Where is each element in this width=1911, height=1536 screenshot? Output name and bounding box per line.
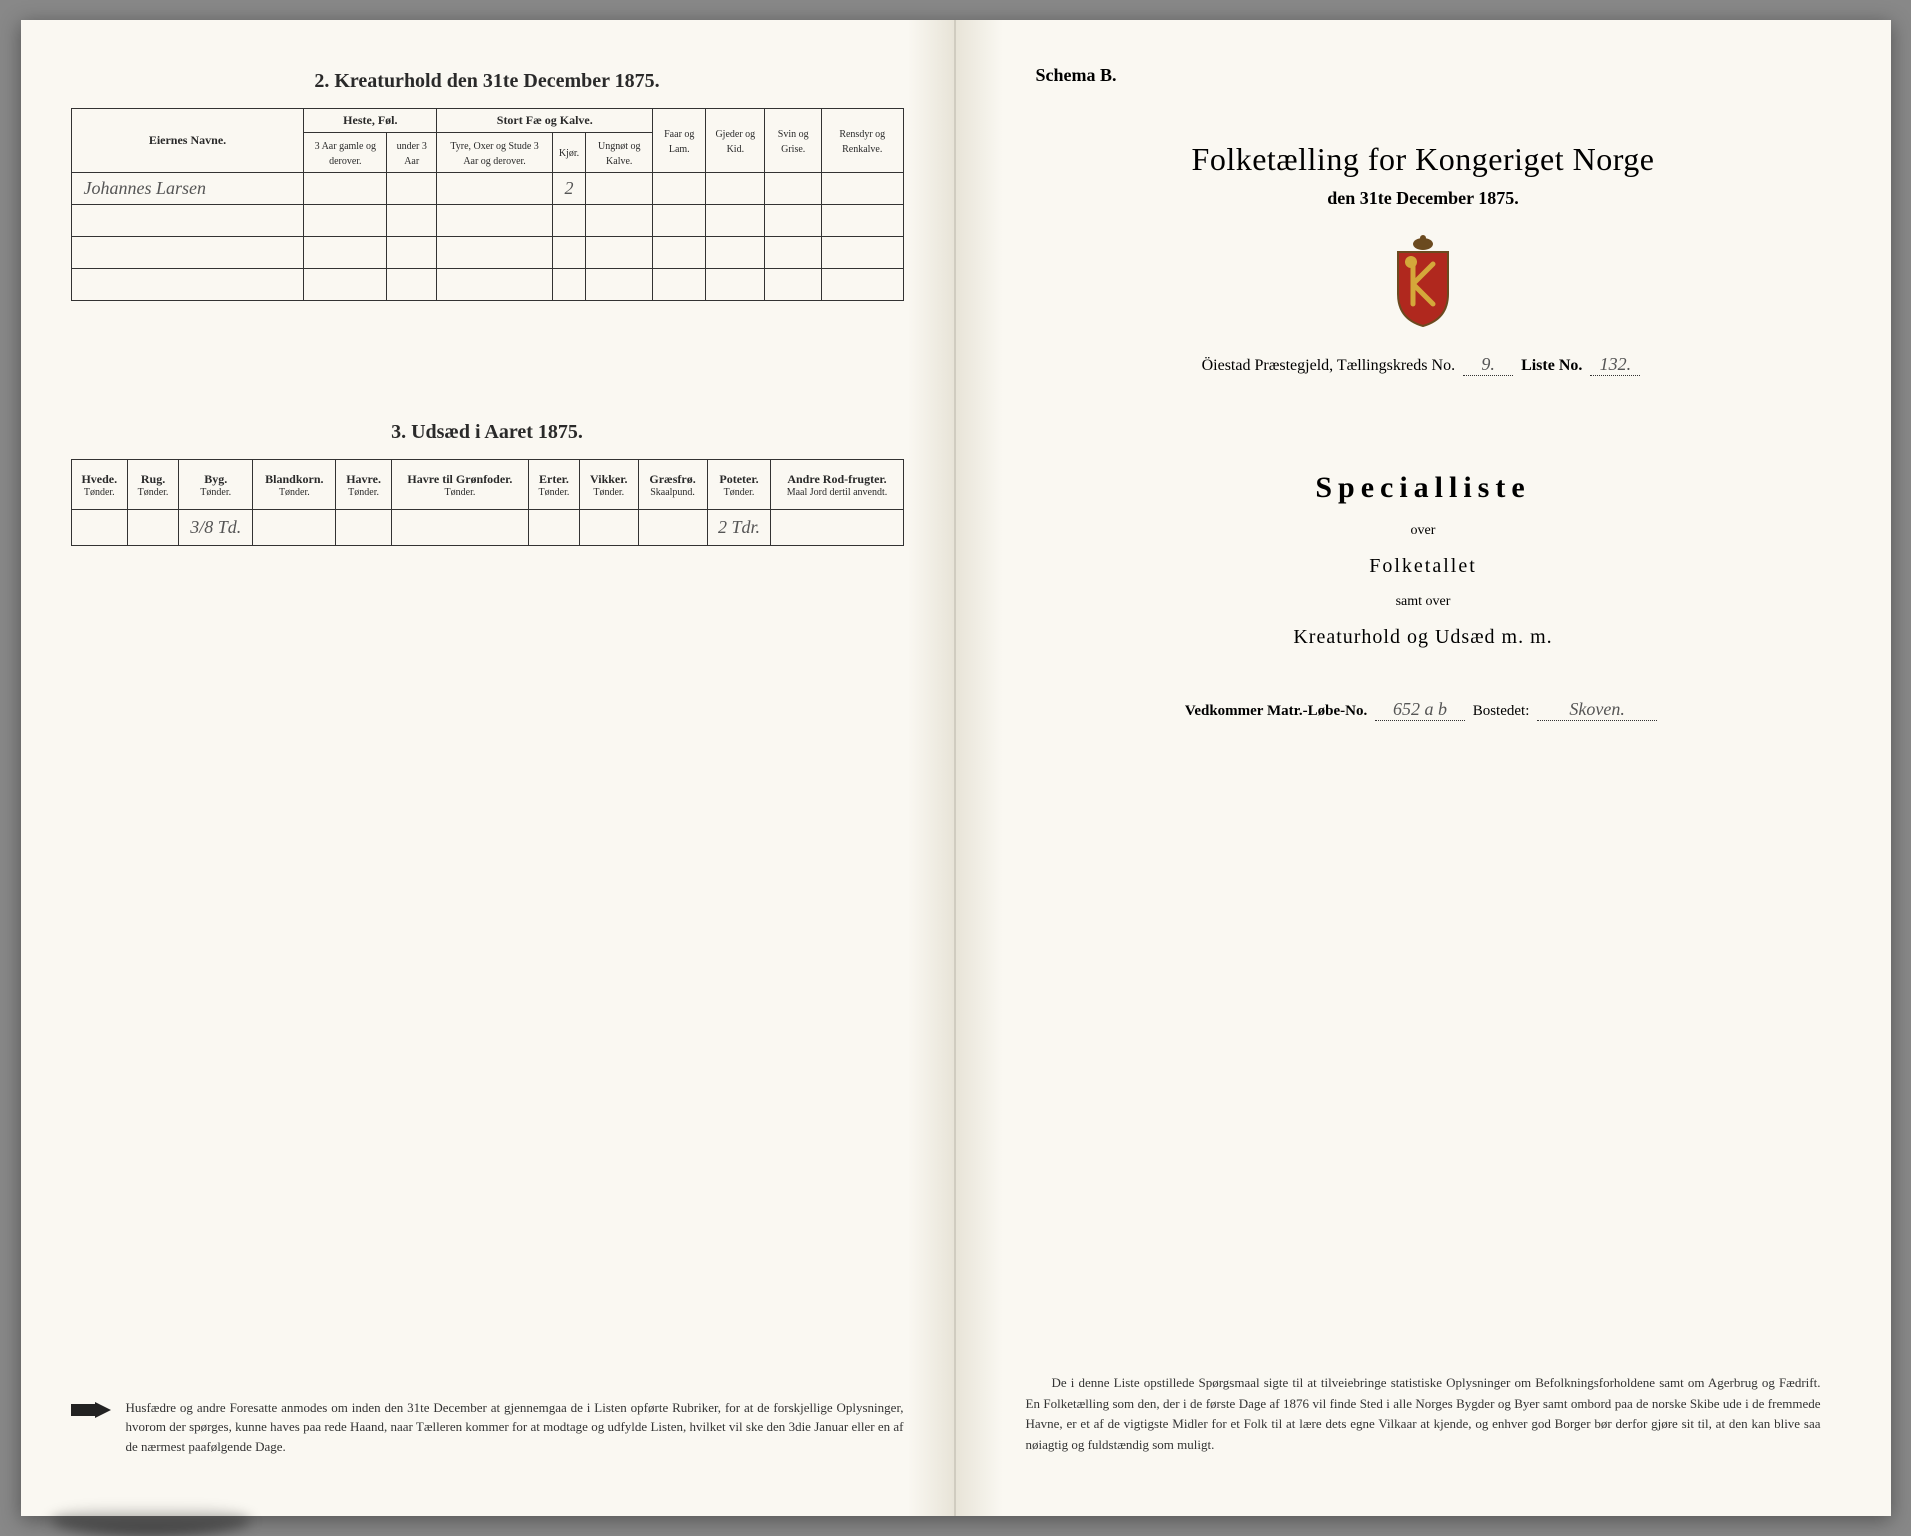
vedkommer-line: Vedkommer Matr.-Løbe-No. 652 a b Bostede… (1006, 699, 1841, 721)
bostedet-label: Bostedet: (1473, 703, 1530, 719)
right-page: Schema B. Folketælling for Kongeriget No… (956, 20, 1891, 1516)
col-s3: Ungnøt og Kalve. (586, 133, 653, 173)
c10: Andre Rod-frugter.Maal Jord dertil anven… (771, 460, 903, 510)
c2: Byg.Tønder. (179, 460, 253, 510)
samt-over: samt over (1006, 594, 1841, 610)
table-row (71, 237, 903, 269)
c8: Græsfrø.Skaalpund. (638, 460, 707, 510)
pointing-hand-icon (71, 1400, 111, 1420)
table-row: Johannes Larsen 2 (71, 173, 903, 205)
liste-label: Liste No. (1521, 357, 1582, 374)
col-owner: Eiernes Navne. (71, 109, 304, 173)
right-footnote: De i denne Liste opstillede Spørgsmaal s… (1026, 1373, 1821, 1456)
livestock-table: Eiernes Navne. Heste, Føl. Stort Fæ og K… (71, 108, 904, 301)
c3: Blandkorn.Tønder. (253, 460, 336, 510)
over-1: over (1006, 523, 1841, 539)
coat-of-arms-icon (1383, 234, 1463, 329)
footnote-text: Husfædre og andre Foresatte anmodes om i… (126, 1398, 904, 1457)
left-page: 2. Kreaturhold den 31te December 1875. E… (21, 20, 956, 1516)
col-sheep: Faar og Lam. (653, 109, 706, 173)
c4: Havre.Tønder. (336, 460, 392, 510)
kreds-no: 9. (1463, 354, 1513, 376)
section2-title: 2. Kreaturhold den 31te December 1875. (71, 70, 904, 93)
special-title: Specialliste (1006, 471, 1841, 505)
schema-label: Schema B. (1036, 65, 1841, 86)
page-shadow (51, 1506, 251, 1536)
group-cattle: Stort Fæ og Kalve. (437, 109, 653, 133)
sub-date: den 31te December 1875. (1006, 188, 1841, 209)
left-footnote: Husfædre og andre Foresatte anmodes om i… (71, 1398, 904, 1457)
c0: Hvede.Tønder. (71, 460, 128, 510)
district-line: Öiestad Præstegjeld, Tællingskreds No. 9… (1006, 354, 1841, 376)
liste-no: 132. (1590, 354, 1640, 376)
folketallet: Folketallet (1006, 555, 1841, 578)
c5: Havre til Grønfoder.Tønder. (391, 460, 528, 510)
col-s1: Tyre, Oxer og Stude 3 Aar og derover. (437, 133, 553, 173)
col-h1: 3 Aar gamle og derover. (304, 133, 387, 173)
section3-title: 3. Udsæd i Aaret 1875. (71, 421, 904, 444)
main-title: Folketælling for Kongeriget Norge (1006, 141, 1841, 178)
col-goats: Gjeder og Kid. (706, 109, 765, 173)
col-s2: Kjør. (552, 133, 585, 173)
book-spread: 2. Kreaturhold den 31te December 1875. E… (21, 20, 1891, 1516)
vedkommer-label: Vedkommer Matr.-Løbe-No. (1185, 703, 1367, 719)
kreatur-line: Kreaturhold og Udsæd m. m. (1006, 626, 1841, 649)
c9: Poteter.Tønder. (707, 460, 771, 510)
cell-kjor: 2 (552, 173, 585, 205)
c6: Erter.Tønder. (529, 460, 580, 510)
praestegjeld-label: Öiestad Præstegjeld, Tællingskreds No. (1202, 357, 1455, 374)
table-row (71, 269, 903, 301)
col-pigs: Svin og Grise. (765, 109, 822, 173)
col-h2: under 3 Aar (387, 133, 437, 173)
seed-data-row: 3/8 Td. 2 Tdr. (71, 510, 903, 546)
matr-no: 652 a b (1375, 699, 1465, 721)
seed-header-row: Hvede.Tønder. Rug.Tønder. Byg.Tønder. Bl… (71, 460, 903, 510)
group-horses: Heste, Føl. (304, 109, 437, 133)
owner-name: Johannes Larsen (71, 173, 304, 205)
table-row (71, 205, 903, 237)
bostedet: Skoven. (1537, 699, 1657, 721)
col-reindeer: Rensdyr og Renkalve. (822, 109, 904, 173)
c7: Vikker.Tønder. (579, 460, 638, 510)
seed-table: Hvede.Tønder. Rug.Tønder. Byg.Tønder. Bl… (71, 459, 904, 546)
c1: Rug.Tønder. (128, 460, 179, 510)
